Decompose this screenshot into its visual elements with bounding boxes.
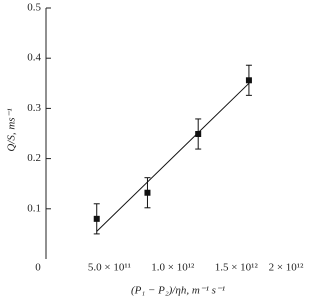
y-tick-label: 0.2 bbox=[27, 152, 41, 164]
chart: (P₁ − P₂)/ηh, m⁻¹ s⁻¹ Q/S, ms⁻¹ 0.1 0.2 0.… bbox=[6, 2, 305, 297]
point bbox=[245, 77, 252, 84]
x-tick-label: 5.0 × 10¹¹ bbox=[88, 262, 131, 274]
x-tick-label: 0 bbox=[35, 262, 41, 274]
y-axis-label: Q/S, ms⁻¹ bbox=[6, 108, 18, 151]
x-tick-label: 1.5 × 10¹² bbox=[215, 262, 259, 274]
y-tick-label: 0.5 bbox=[27, 2, 41, 14]
x-tick-label: 1.0 × 10¹² bbox=[151, 262, 195, 274]
x-axis-label: (P₁ − P₂)/ηh, m⁻¹ s⁻¹ bbox=[131, 285, 225, 297]
point bbox=[195, 131, 202, 138]
y-tick-label: 0.3 bbox=[27, 102, 41, 114]
y-tick-label: 0.1 bbox=[27, 202, 41, 214]
point bbox=[144, 189, 151, 196]
fit-line bbox=[96, 82, 250, 232]
y-tick-label: 0.4 bbox=[27, 52, 41, 64]
point bbox=[93, 215, 100, 222]
x-tick-label: 2 × 10¹² bbox=[269, 262, 305, 274]
